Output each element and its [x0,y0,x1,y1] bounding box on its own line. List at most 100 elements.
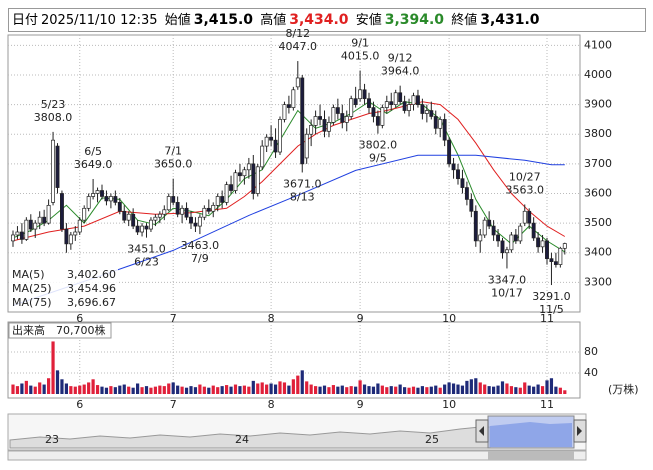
volume-label-box [8,322,112,339]
y-tick-label: 3900 [584,98,612,111]
candle-body [220,196,225,203]
candle-body [19,231,24,240]
annotation-date: 6/5 [84,145,102,158]
volume-bar [345,387,349,394]
volume-bar [483,384,487,394]
candle-body [411,95,416,105]
ohlc-header: 日付 2025/11/10 12:35 始値 3,415.0 高値 3,434.0 安… [8,8,646,32]
candle-body [215,196,220,206]
legend-box [10,266,118,310]
volume-bar [496,385,500,394]
x-tick-label: 9 [357,312,364,325]
candle-body [157,213,162,218]
x-tick-label: 11 [540,398,554,411]
candle-body [549,258,554,262]
annotation-date: 11/5 [539,303,564,316]
volume-bar [29,385,33,394]
candle-body [438,119,443,129]
scrollbar-thumb[interactable] [488,451,574,460]
candle-body [473,210,478,242]
candle-body [73,231,78,236]
candle-body [11,234,15,242]
candle-body [456,169,460,180]
volume-bar [11,384,15,394]
volume-bar [305,381,309,394]
candle-body [335,107,340,114]
volume-bar [260,382,264,394]
legend-name: MA(25) [12,282,52,295]
volume-bar [411,386,416,394]
legend-value: 3,454.96 [67,282,116,295]
moving-average-line [12,101,566,242]
volume-bar [109,386,113,394]
candle-body [144,225,149,230]
volume-bar [451,383,456,394]
annotation-price: 3291.0 [532,290,571,303]
annotation-price: 3451.0 [127,243,166,256]
candle-body [224,184,229,203]
x-tick-label: 9 [357,398,364,411]
volume-bar [492,386,496,394]
volume-bar [509,386,513,394]
candle-body [367,98,371,108]
volume-bar [158,385,162,394]
candle-body [28,219,33,230]
volume-title: 出来高 [12,323,45,337]
y-tick-label: 3600 [584,186,612,199]
volume-bar [563,390,567,394]
annotation-price: 3802.0 [359,139,398,152]
volume-bar [256,383,260,394]
candle-body [131,213,136,227]
legend-name: MA(75) [12,296,52,309]
candle-body [527,210,532,224]
volume-bar [376,383,380,394]
volume-frame [7,321,581,399]
navigator-window-series [490,422,572,447]
candle-body [509,234,514,251]
annotation-price: 3463.0 [181,239,220,252]
candle-body [553,261,558,265]
volume-bar [514,387,518,394]
candle-body [522,210,527,224]
candle-body [189,216,193,224]
candle-body [233,172,238,191]
candle-body [229,184,233,191]
annotation-date: 9/1 [351,37,369,50]
x-tick-label: 6 [76,312,83,325]
candle-body [500,240,505,254]
volume-bar [91,379,95,394]
volume-bar [220,386,224,394]
volume-bar [176,385,180,394]
volume-bar [540,386,545,394]
candle-body [322,119,327,132]
label: 終値 [451,13,478,28]
candle-body [286,104,291,108]
volume-bar [180,386,184,394]
volume-bar [238,386,242,394]
scrollbar[interactable] [7,450,587,461]
candle-body [68,234,73,245]
volume-bar [278,381,282,394]
datetime: 2025/11/10 12:35 [41,13,158,28]
volume-bar [15,386,20,394]
volume-bar [500,381,505,394]
candle-body [433,116,438,129]
candle-body [46,204,51,224]
candle-body [442,119,447,141]
navigator-year-label: 24 [235,433,249,446]
volume-bar [523,382,527,394]
annotation-date: 8/13 [290,190,315,203]
annotation-price: 3563.0 [506,183,545,196]
volume-bar [314,386,318,394]
candle-body [318,116,323,120]
label: 始値 [164,13,191,28]
candle-body [113,196,118,203]
volume-bar [225,385,229,394]
volume-bar [327,387,331,394]
y-tick-label: 3500 [584,216,612,229]
candle-body [24,219,29,240]
volume-bar [55,370,60,394]
candle-body [193,222,198,227]
candle-body [420,104,425,114]
